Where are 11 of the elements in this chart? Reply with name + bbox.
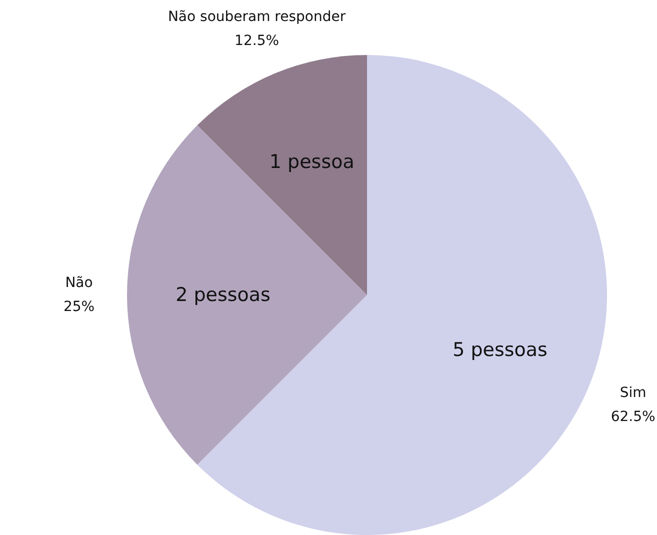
- pie-slice: [197, 55, 607, 535]
- data-label: 5 pessoas: [452, 339, 548, 362]
- data-label: 1 pessoa: [269, 150, 354, 173]
- text: 12.5%: [234, 32, 280, 49]
- data-label: 2 pessoas: [176, 284, 270, 306]
- slice-label: Não souberam responder: [168, 8, 346, 25]
- text: 62.5%: [610, 409, 656, 426]
- slice-label: Não: [65, 275, 93, 291]
- slice-label: Sim: [620, 385, 646, 402]
- pie-slice: [127, 125, 367, 465]
- text: 25%: [63, 299, 95, 315]
